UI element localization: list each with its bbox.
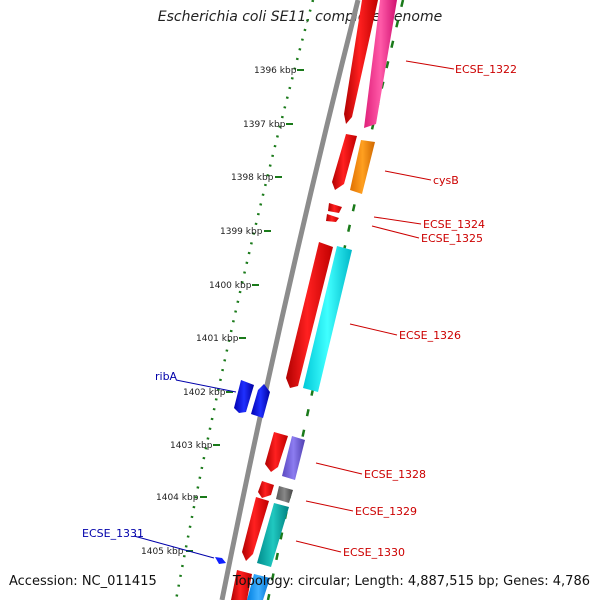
cds-forward-1330 (242, 497, 269, 561)
label-ecse-1330[interactable]: ECSE_1330 (343, 546, 405, 559)
cds-reverse-riba-1 (234, 380, 254, 413)
scale-ring (174, 0, 315, 600)
label-ecse-1328[interactable]: ECSE_1328 (364, 468, 426, 481)
label-ecse-1326[interactable]: ECSE_1326 (399, 329, 461, 342)
label-cysb[interactable]: cysB (433, 174, 459, 187)
cds-forward-1324 (328, 203, 342, 213)
cds-reverse-1331 (215, 557, 226, 564)
tick-label-1401: 1401 kbp (196, 334, 239, 344)
tick-label-1403: 1403 kbp (170, 441, 213, 451)
accession-text: Accession: NC_011415 (9, 574, 157, 589)
feature-pink-1322 (364, 0, 397, 128)
feature-teal-1330 (257, 503, 289, 567)
function-lane-features (247, 0, 397, 600)
cds-forward-1332 (231, 570, 252, 600)
tick-label-1396: 1396 kbp (254, 66, 297, 76)
tick-label-1402: 1402 kbp (183, 388, 226, 398)
label-ecse-1322[interactable]: ECSE_1322 (455, 63, 517, 76)
genome-summary-text: Topology: circular; Length: 4,887,515 bp… (232, 574, 590, 589)
forward-cds-features (231, 0, 378, 600)
cds-reverse-riba-2 (251, 384, 270, 418)
tick-label-1398: 1398 kbp (231, 173, 274, 183)
tick-label-1397: 1397 kbp (243, 120, 286, 130)
feature-orange-cysb (350, 140, 375, 194)
reverse-cds-features (215, 380, 270, 564)
cds-forward-1328 (265, 432, 288, 472)
cds-forward-1329 (258, 481, 274, 498)
cds-forward-1322 (344, 0, 378, 124)
scale-tick-labels: 1396 kbp 1397 kbp 1398 kbp 1399 kbp 1400… (141, 66, 297, 557)
cds-forward-1326 (286, 242, 333, 388)
cds-forward-cysb (332, 134, 357, 190)
label-connectors (133, 60, 455, 559)
feature-sky-1332 (247, 574, 270, 600)
genome-backbone (219, 0, 361, 600)
tick-label-1399: 1399 kbp (220, 227, 263, 237)
label-ecse-1331[interactable]: ECSE_1331 (82, 527, 144, 540)
feature-cyan-1326 (303, 246, 352, 392)
label-ecse-1324[interactable]: ECSE_1324 (423, 218, 485, 231)
tick-label-1400: 1400 kbp (209, 281, 252, 291)
tick-label-1405: 1405 kbp (141, 547, 184, 557)
cds-forward-1325 (326, 214, 339, 222)
label-ecse-1329[interactable]: ECSE_1329 (355, 505, 417, 518)
label-ecse-1325[interactable]: ECSE_1325 (421, 232, 483, 245)
tick-label-1404: 1404 kbp (156, 493, 199, 503)
feature-purple-1328 (282, 436, 305, 480)
gene-labels: ECSE_1322 cysB ECSE_1324 ECSE_1325 ECSE_… (82, 63, 517, 559)
feature-grey-1329 (276, 486, 293, 503)
label-riba[interactable]: ribA (155, 370, 178, 383)
